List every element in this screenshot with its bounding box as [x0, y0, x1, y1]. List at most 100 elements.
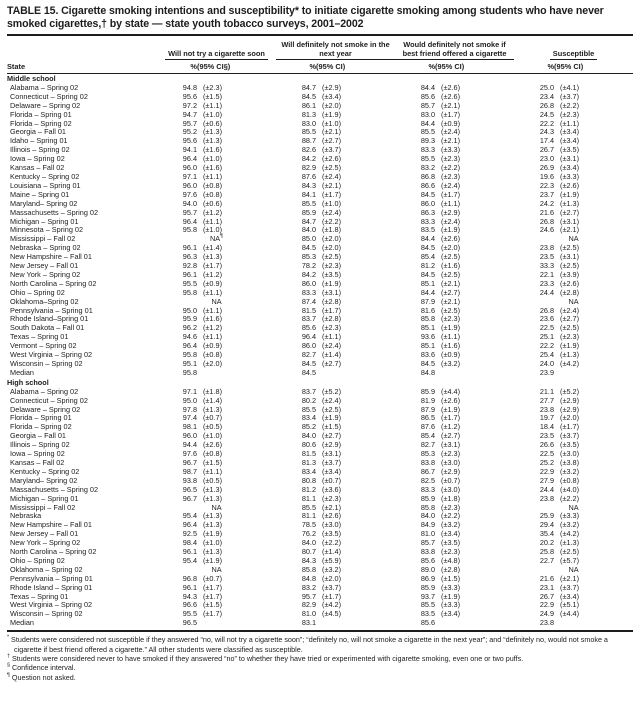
percent-cell: 95.5 [182, 609, 197, 619]
ci-cell: (±2.7) [322, 431, 342, 441]
ci-cell: (±3.2) [441, 359, 461, 368]
ci-cell: (±0.5) [203, 422, 223, 432]
percent-cell: 85.5 [301, 127, 317, 137]
table-row: Kentucky – Spring 02 98.7 (±1.1) 83.4 (±3.4)… [7, 466, 633, 477]
ci-cell: (±5.2) [322, 386, 342, 396]
ci-cell: (±2.2) [322, 216, 342, 226]
ci-cell: (±2.8) [322, 314, 342, 324]
state-cell: Florida – Spring 01 [10, 413, 72, 423]
ci-cell: (±4.0) [560, 484, 580, 494]
section-label: High school [7, 377, 49, 387]
state-cell: Delaware – Spring 02 [10, 100, 81, 110]
ci-cell: (±1.0) [203, 538, 223, 548]
ci-cell: (±1.7) [560, 422, 580, 432]
state-cell: Iowa – Spring 02 [10, 154, 65, 164]
table-row: Louisiana – Spring 01 96.0 (±0.8) 84.3 (±2.1… [7, 180, 633, 191]
ci-cell: (±2.3) [441, 314, 461, 324]
state-cell: New Hampshire – Fall 01 [10, 520, 92, 530]
percent-cell: 83.5 [420, 225, 436, 235]
ci-cell: (±2.0) [322, 100, 342, 110]
percent-cell: 95.7 [301, 591, 317, 601]
table-row: Oklahoma–Spring 02 NA 87.4 (±2.8) 87.9 (±2.1)… [7, 296, 633, 307]
ci-cell: (±1.1) [203, 216, 223, 226]
percent-cell: 85.5 [420, 154, 436, 164]
percent-cell: 81.1 [301, 493, 317, 503]
footnote: † Students were considered never to have… [7, 653, 524, 663]
ci-cell: (±1.1) [203, 466, 223, 476]
percent-cell: 84.7 [301, 82, 317, 92]
ci-cell: (±4.2) [560, 359, 580, 368]
percent-cell: 85.5 [420, 127, 436, 137]
state-cell: New Jersey – Fall 01 [10, 529, 79, 539]
ci-cell: (±1.3) [203, 493, 223, 503]
ci-cell: (±2.9) [560, 395, 580, 405]
ci-cell: (±2.3) [441, 449, 461, 459]
percent-cell: 85.1 [420, 323, 436, 333]
percent-cell: 27.9 [539, 475, 555, 485]
ci-cell: (±1.4) [203, 395, 223, 405]
percent-cell: 85.4 [420, 431, 436, 441]
ci-cell: (±0.7) [203, 413, 223, 423]
percent-cell: 84.5 [301, 243, 317, 253]
ci-cell: (±2.0) [322, 243, 342, 253]
footnote: * Students were considered not susceptib… [7, 634, 608, 654]
header-sub-row: % (95% CI§) % (95% CI) % (95% CI) % (95%… [7, 60, 634, 74]
state-cell: Rhode Island – Spring 01 [10, 582, 93, 592]
state-cell: Maine – Spring 01 [10, 189, 70, 199]
percent-cell: 29.4 [539, 520, 555, 530]
percent-cell: 84.3 [301, 180, 317, 190]
percent-cell: 94.1 [182, 145, 197, 155]
ci-cell: (±2.9) [560, 404, 580, 414]
ci-cell: (±1.2) [203, 269, 223, 279]
table-row: Michigan – Spring 01 96.4 (±1.1) 84.7 (±2.2)… [7, 216, 633, 227]
column-group-3: Would definitely not smoke if best frien… [395, 35, 515, 60]
percent-cell: 80.8 [301, 475, 317, 485]
percent-cell: 76.2 [301, 529, 317, 539]
na-cell: NA [568, 234, 579, 244]
percent-cell: 84.4 [420, 118, 436, 128]
percent-cell: 95.8 [182, 367, 197, 377]
table-row: Median 95.8 84.5 84.8 23.9 [7, 367, 633, 378]
percent-cell: 83.4 [301, 466, 317, 476]
percent-cell: 84.3 [301, 555, 317, 565]
ci-cell: (±2.5) [560, 547, 580, 557]
percent-cell: 96.0 [182, 180, 197, 190]
percent-cell: 83.7 [301, 386, 317, 396]
percent-cell: 24.5 [539, 109, 555, 119]
ci-cell: (±2.1) [322, 180, 342, 190]
column-group-3-label: Would definitely not smoke if best frien… [395, 40, 515, 60]
percent-cell: 96.1 [182, 269, 197, 279]
ci-cell: (±3.5) [322, 269, 342, 279]
percent-cell: 85.5 [301, 502, 317, 512]
ci-cell: (±3.5) [322, 529, 342, 539]
ci-cell: (±1.1) [441, 332, 461, 342]
ci-cell: (±3.2) [322, 564, 342, 574]
percent-cell: 26.7 [539, 591, 555, 601]
percent-cell: 84.5 [301, 367, 317, 377]
percent-cell: 83.3 [420, 216, 436, 226]
percent-cell: 95.4 [182, 511, 197, 521]
ci-cell: (±1.9) [560, 189, 580, 199]
state-cell: Kansas – Fall 02 [10, 163, 65, 173]
percent-cell: 81.3 [301, 457, 317, 467]
percent-cell: 85.6 [420, 618, 436, 628]
table-row: West Virginia – Spring 02 96.6 (±1.5) 82.9 (… [7, 601, 633, 610]
ci-cell: (±0.8) [203, 180, 223, 190]
ci-cell: (±2.8) [322, 296, 342, 306]
ci-cell: (±2.0) [441, 243, 461, 253]
table-row: Nebraska – Spring 02 96.1 (±1.4) 84.5 (±2.0)… [7, 243, 633, 253]
percent-cell: 83.0 [301, 118, 317, 128]
ci-cell: (±1.3) [203, 547, 223, 557]
table-row: New Jersey – Fall 01 92.8 (±1.7) 78.2 (±2.3)… [7, 261, 633, 271]
table-row: Maryland– Spring 02 94.0 (±0.6) 85.5 (±1.0) 8… [7, 198, 633, 209]
ci-cell: (±2.3) [441, 547, 461, 557]
percent-cell: 96.5 [182, 484, 197, 494]
ci-cell: (±3.0) [322, 520, 342, 530]
percent-cell: 95.8 [182, 225, 197, 235]
percent-cell: 86.3 [420, 207, 436, 217]
table-row: Oklahoma – Spring 02 NA 85.8 (±3.2) 89.0 (±2.… [7, 564, 633, 575]
state-cell: Alabama – Spring 02 [10, 386, 79, 396]
percent-cell: 86.0 [420, 198, 436, 208]
na-cell: NA [211, 502, 222, 512]
percent-cell: 94.4 [182, 440, 197, 450]
